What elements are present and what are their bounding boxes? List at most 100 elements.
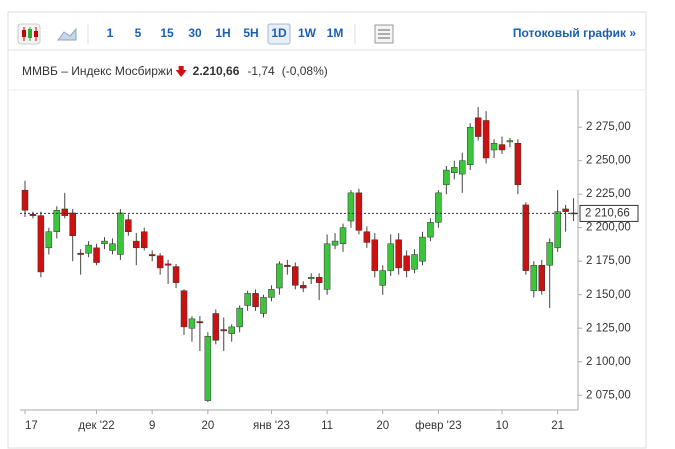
y-tick-label: 2 250,00 (586, 155, 631, 167)
candle-body (21, 189, 29, 211)
y-tick-label: 2 175,00 (586, 255, 631, 267)
candle-body (109, 243, 116, 251)
candle-body (459, 160, 466, 175)
candle-body (395, 239, 402, 269)
candle-body (498, 144, 506, 151)
candle-body (451, 167, 458, 173)
candle-body (85, 244, 92, 254)
candle-body (148, 254, 156, 257)
last-price-box (579, 204, 639, 222)
candle-icon[interactable] (17, 23, 41, 45)
candle-body (554, 211, 561, 249)
candle-body (93, 247, 100, 263)
y-tick-label: 2 275,00 (586, 121, 631, 133)
candle-body (204, 336, 212, 401)
candle-body (69, 212, 76, 236)
candle-body (188, 318, 196, 329)
candle-body (347, 192, 355, 222)
candle-body (435, 192, 442, 223)
last-price-label: 2 210,66 (585, 207, 630, 219)
candle-body (506, 140, 514, 143)
candle-body (180, 290, 188, 328)
candle-body (546, 242, 553, 266)
candle-body (562, 208, 569, 212)
candle-body (387, 243, 394, 271)
y-tick-label: 2 200,00 (586, 222, 631, 234)
candle-body (260, 297, 267, 314)
candle-body (101, 240, 108, 245)
candle-body (466, 126, 474, 165)
candle-body (252, 293, 259, 308)
interval-button[interactable]: 30 (188, 26, 202, 40)
interval-button[interactable]: 1M (327, 26, 344, 40)
candle-body (530, 264, 538, 291)
panel (7, 11, 647, 449)
change: -1,74 (247, 64, 275, 78)
candle-body (284, 264, 291, 267)
y-tick-label: 2 150,00 (586, 289, 631, 301)
x-tick-label: 10 (496, 420, 509, 432)
y-tick-label: 2 125,00 (586, 322, 631, 334)
y-tick-label: 2 100,00 (586, 356, 631, 368)
candle-body (419, 236, 426, 262)
candle-body (77, 252, 84, 255)
price: 2.210,66 (193, 64, 240, 78)
candle-body (307, 277, 315, 279)
candle-body (244, 293, 251, 306)
candle-body (164, 263, 172, 266)
interval-button[interactable]: 5Н (243, 26, 258, 40)
candle-body (482, 120, 490, 159)
x-tick-label: 20 (201, 420, 214, 432)
candle-body (53, 210, 61, 232)
candle-body (331, 240, 339, 246)
candle-body (300, 285, 307, 289)
candle-body (522, 204, 530, 271)
candle-body (363, 231, 371, 243)
interval-button[interactable]: 5 (135, 26, 142, 40)
candle-body (29, 214, 37, 216)
stream-link[interactable]: Потоковый график » (513, 26, 636, 40)
chart-title: ММВБ – Индекс Мосбиржи (22, 64, 173, 78)
candle-body (220, 329, 227, 332)
candle-body (443, 169, 450, 186)
interval-button[interactable]: 1W (298, 26, 317, 40)
candle-body (323, 243, 331, 290)
candle-body (427, 222, 434, 238)
candle-body (61, 208, 68, 216)
candle-body (339, 227, 347, 245)
candle-body (156, 255, 164, 269)
x-tick-label: 20 (376, 420, 389, 432)
candle-body (236, 307, 243, 328)
y-tick-label: 2 075,00 (586, 389, 631, 401)
x-tick-label: 9 (149, 420, 155, 432)
interval-button[interactable]: 1 (107, 26, 114, 40)
area-icon[interactable] (57, 27, 77, 41)
candle-body (172, 266, 180, 283)
candle-body (292, 266, 299, 286)
interval-button[interactable]: 1D (271, 26, 287, 40)
x-tick-label: 17 (25, 420, 38, 432)
candle-body (315, 277, 323, 283)
candle-body (228, 326, 235, 334)
settings-icon[interactable] (374, 24, 394, 44)
change-pct: (-0,08%) (282, 64, 328, 78)
candle-body (276, 263, 283, 289)
x-tick-label: февр '23 (415, 420, 462, 432)
candle-body (125, 219, 132, 232)
candle-body (490, 143, 498, 151)
interval-button[interactable]: 1Н (215, 26, 230, 40)
candle-body (268, 289, 275, 298)
y-tick-label: 2 225,00 (586, 188, 631, 200)
candle-body (196, 321, 204, 324)
down-arrow (175, 66, 187, 77)
candle-body (474, 117, 482, 137)
candle-body (371, 239, 379, 271)
selected-button (267, 23, 291, 45)
candle-body (514, 143, 522, 186)
interval-button[interactable]: 15 (160, 26, 174, 40)
candle-body (45, 231, 53, 249)
x-tick-label: янв '23 (253, 420, 290, 432)
candle-body (141, 231, 148, 249)
